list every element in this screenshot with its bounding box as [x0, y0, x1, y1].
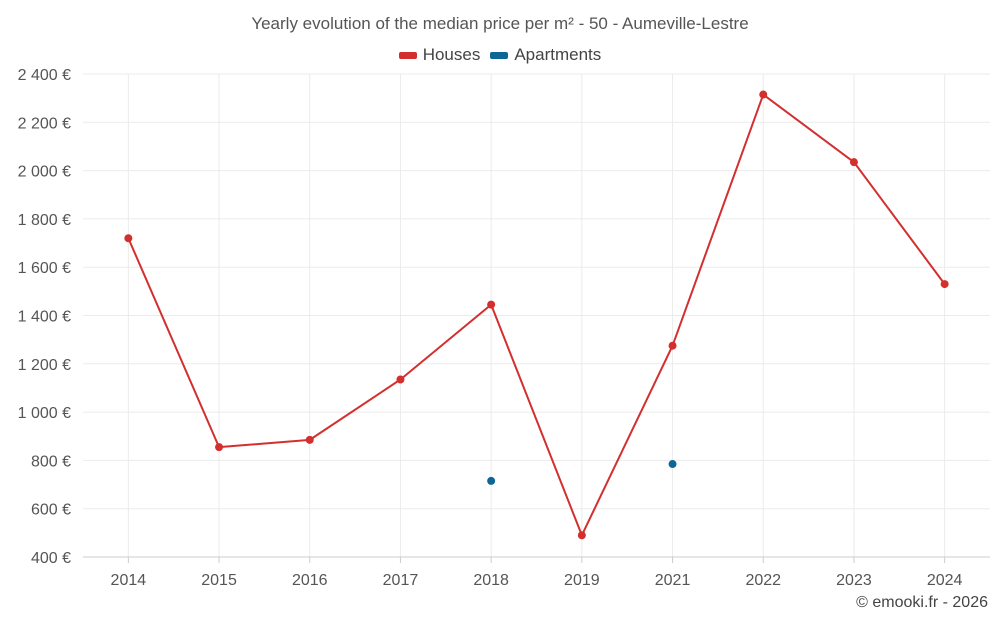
x-tick-label: 2015: [201, 572, 237, 589]
data-point-houses: [487, 300, 496, 309]
y-tick-label: 400 €: [31, 550, 71, 567]
x-tick-label: 2023: [836, 572, 872, 589]
legend: Houses Apartments: [0, 45, 1000, 65]
data-point-houses: [940, 280, 949, 289]
data-point-houses: [668, 341, 677, 350]
data-point-houses: [396, 375, 405, 384]
series-line-houses: [127, 93, 946, 537]
legend-label-apartments: Apartments: [514, 45, 602, 64]
data-point-houses: [305, 435, 314, 444]
y-tick-label: 800 €: [31, 453, 71, 470]
y-tick-label: 1 400 €: [18, 309, 71, 326]
x-tick-label: 2014: [111, 572, 147, 589]
y-tick-label: 1 600 €: [18, 260, 71, 277]
x-tick-label: 2019: [564, 572, 600, 589]
y-tick-label: 2 200 €: [18, 115, 71, 132]
x-tick-label: 2016: [292, 572, 328, 589]
y-tick-label: 2 400 €: [18, 67, 71, 84]
legend-swatch-houses: [398, 51, 417, 59]
x-tick-label: 2022: [745, 572, 781, 589]
legend-label-houses: Houses: [422, 45, 481, 64]
data-point-apartments: [668, 460, 677, 469]
y-tick-label: 2 000 €: [18, 164, 71, 181]
data-point-houses: [577, 531, 586, 540]
x-tick-label: 2018: [473, 572, 509, 589]
y-tick-label: 600 €: [31, 502, 71, 519]
x-tick-label: 2024: [927, 572, 963, 589]
chart-title: Yearly evolution of the median price per…: [251, 14, 749, 33]
x-tick-label: 2017: [383, 572, 419, 589]
legend-item-apartments[interactable]: Apartments: [490, 45, 601, 65]
x-tick-label: 2021: [655, 572, 691, 589]
data-point-houses: [215, 443, 224, 452]
data-point-houses: [124, 234, 133, 243]
credit-text: © emooki.fr - 2026: [856, 594, 988, 611]
legend-swatch-apartments: [490, 51, 509, 59]
data-point-houses: [849, 158, 858, 167]
data-point-houses: [759, 90, 768, 99]
legend-item-houses[interactable]: Houses: [398, 45, 481, 65]
y-tick-label: 1 000 €: [18, 405, 71, 422]
y-tick-label: 1 200 €: [18, 357, 71, 374]
data-point-apartments: [487, 476, 496, 485]
y-tick-label: 1 800 €: [18, 212, 71, 229]
